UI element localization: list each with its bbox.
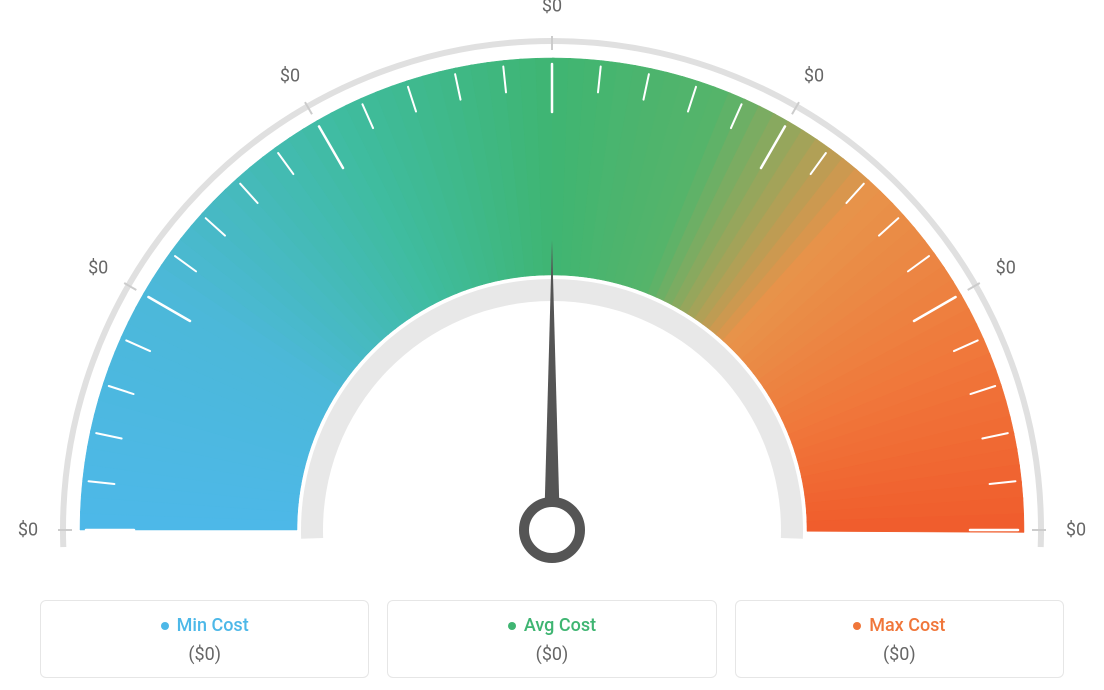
gauge-tick-label: $0 xyxy=(1066,520,1086,541)
gauge-tick-label: $0 xyxy=(18,520,38,541)
gauge-tick-label: $0 xyxy=(542,0,562,17)
gauge-chart-container: $0 $0 $0 $0 $0 $0 $0 Min Cost ($0) Avg Cost ($… xyxy=(0,0,1104,690)
legend-value-max: ($0) xyxy=(746,644,1053,665)
gauge-tick-label: $0 xyxy=(996,258,1016,279)
gauge-tick-label: $0 xyxy=(280,66,300,87)
legend-label-avg: Avg Cost xyxy=(524,615,596,636)
gauge-area: $0 $0 $0 $0 $0 $0 $0 xyxy=(0,0,1104,570)
legend-value-min: ($0) xyxy=(51,644,358,665)
legend-row: Min Cost ($0) Avg Cost ($0) Max Cost ($0… xyxy=(40,600,1064,678)
dot-icon xyxy=(853,622,861,630)
legend-title-min: Min Cost xyxy=(51,615,358,636)
legend-label-min: Min Cost xyxy=(177,615,249,636)
legend-title-avg: Avg Cost xyxy=(398,615,705,636)
legend-card-avg: Avg Cost ($0) xyxy=(387,600,716,678)
gauge-tick-label: $0 xyxy=(804,66,824,87)
gauge-svg xyxy=(0,0,1104,570)
gauge-tick-label: $0 xyxy=(88,258,108,279)
legend-card-max: Max Cost ($0) xyxy=(735,600,1064,678)
legend-title-max: Max Cost xyxy=(746,615,1053,636)
dot-icon xyxy=(508,622,516,630)
legend-card-min: Min Cost ($0) xyxy=(40,600,369,678)
dot-icon xyxy=(161,622,169,630)
legend-value-avg: ($0) xyxy=(398,644,705,665)
legend-label-max: Max Cost xyxy=(869,615,945,636)
